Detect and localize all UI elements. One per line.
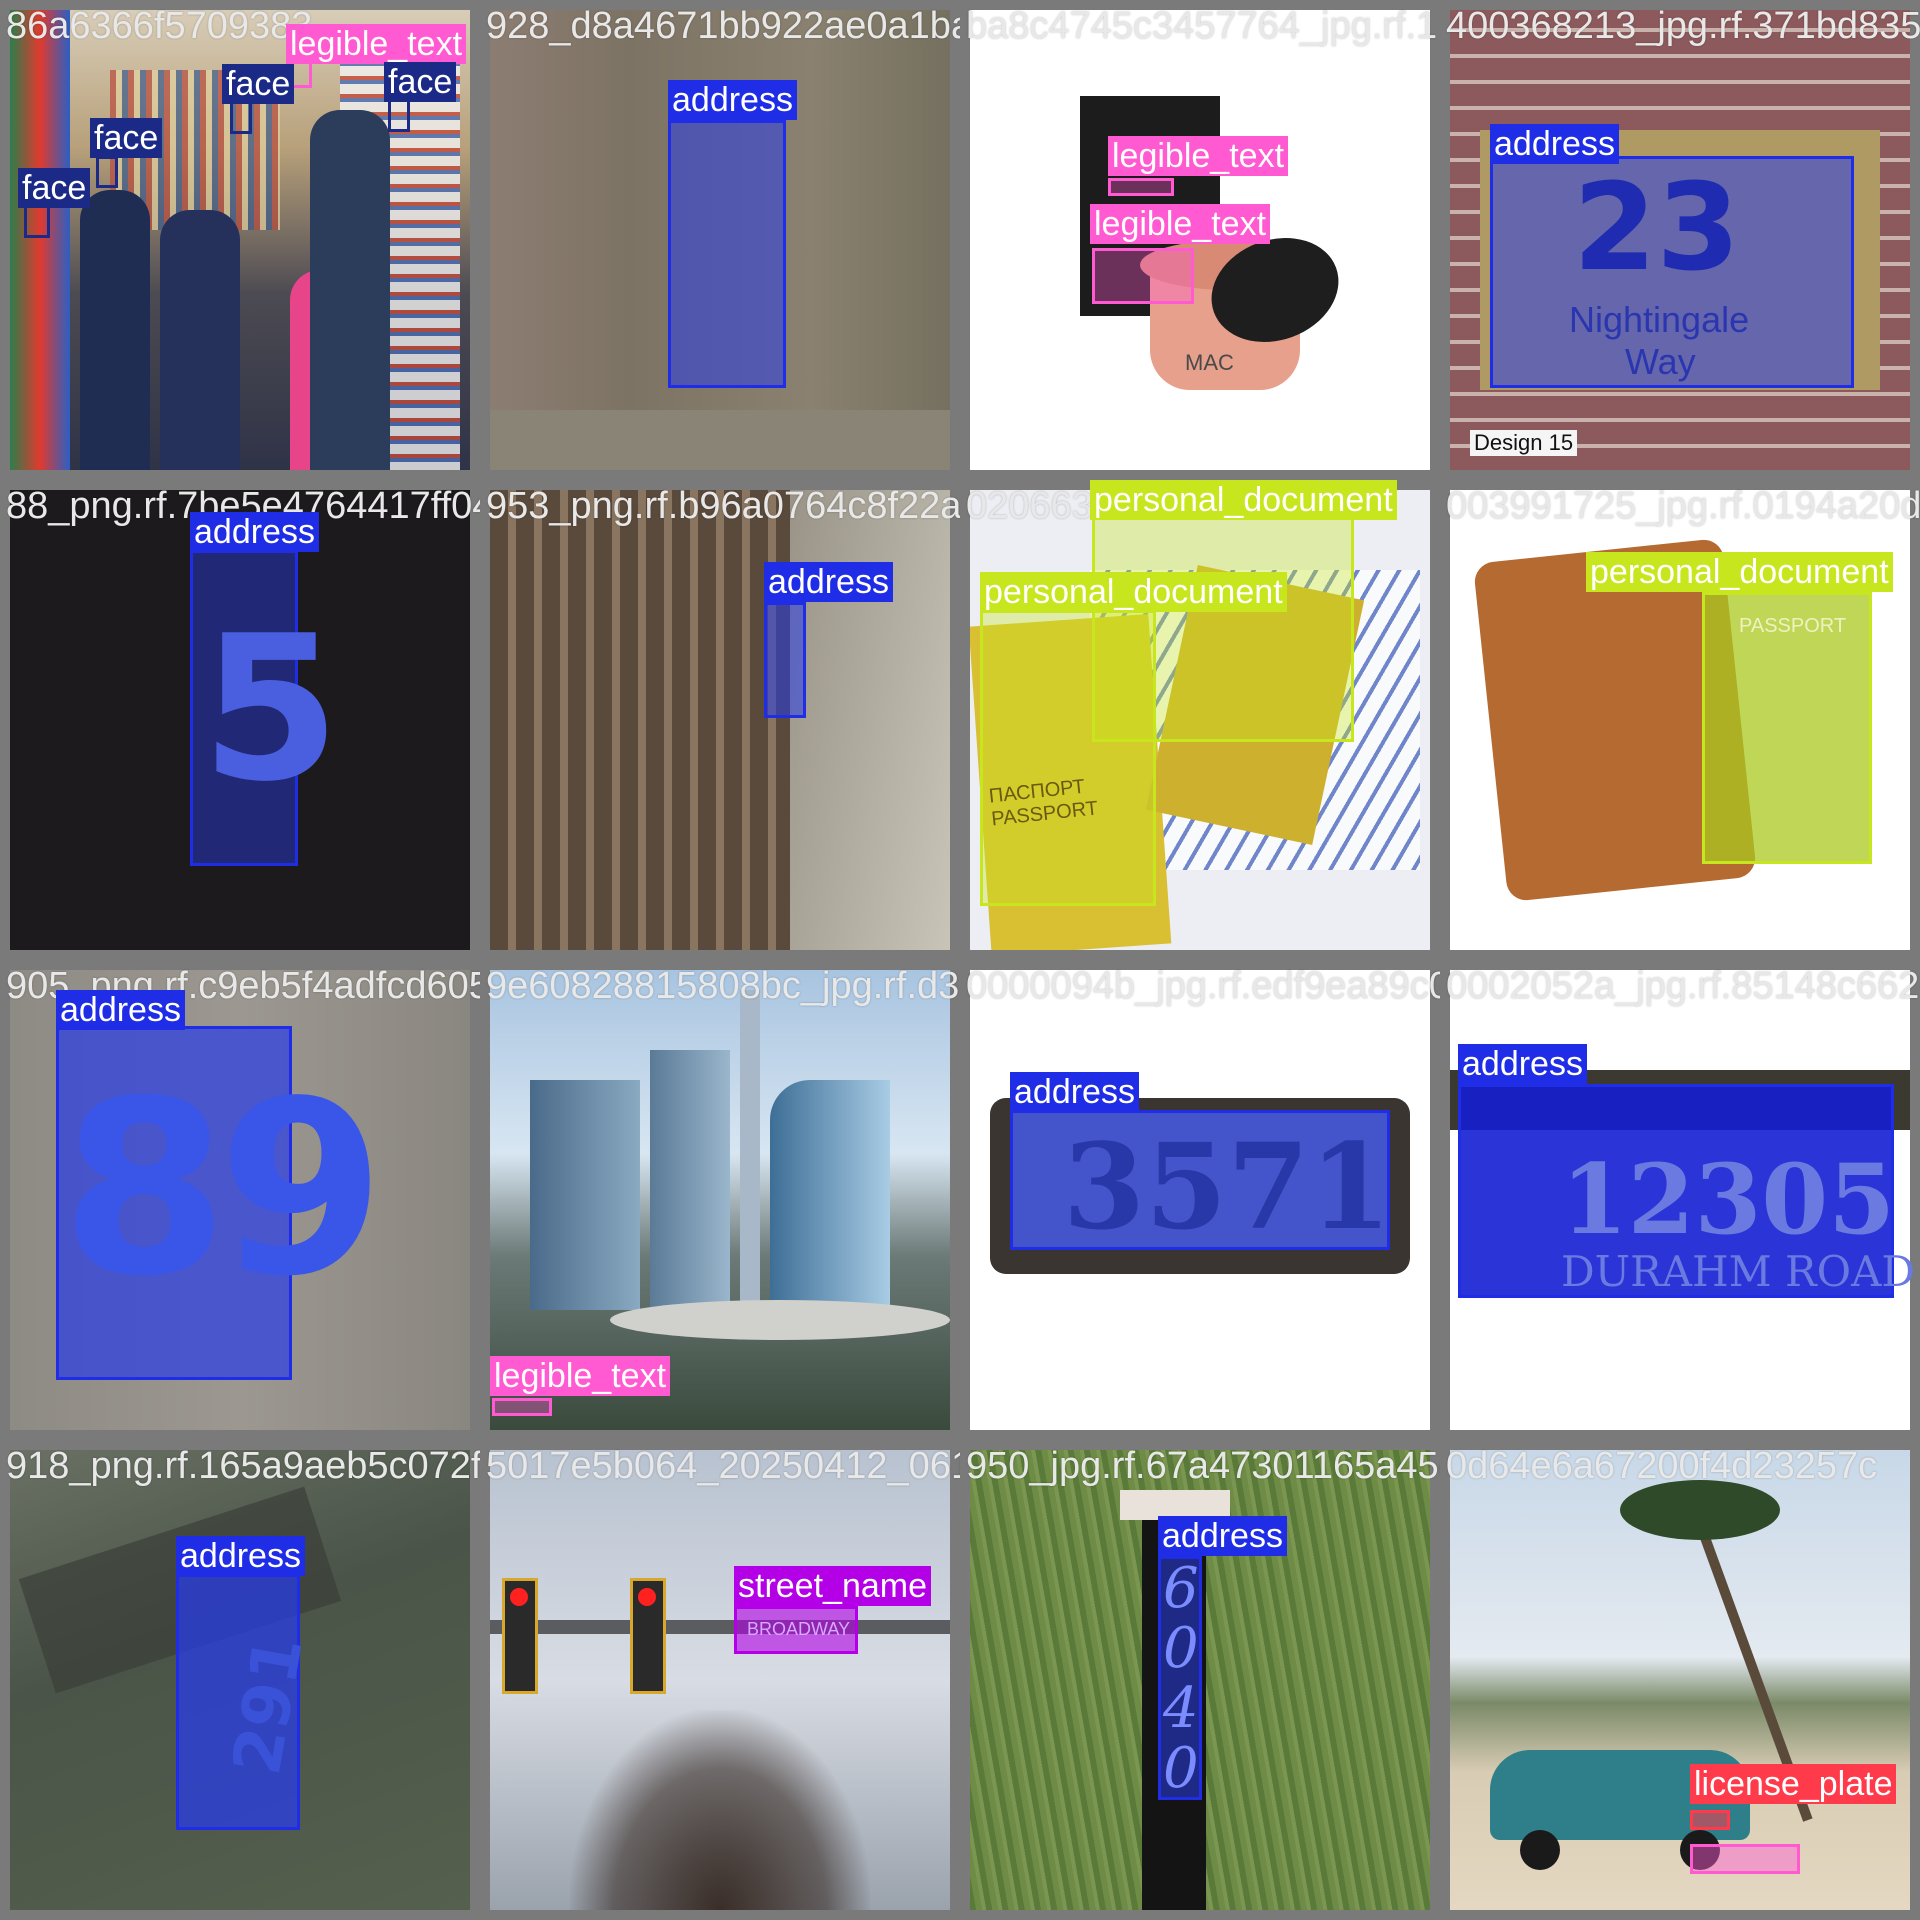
tile-10[interactable]: 0000094b_jpg.rf.edf9ea89c08 3571 address [960, 960, 1440, 1440]
bbox-address [668, 120, 786, 388]
label-legible-text: legible_text [1090, 204, 1270, 244]
tile-filename: 9e60828815808bc_jpg.rf.d3 [486, 964, 959, 1008]
label-address: address [1458, 1044, 1587, 1084]
label-address: address [56, 990, 185, 1030]
house-digit: 5 [201, 593, 340, 826]
tile-2[interactable]: MAC ba8c4745c3457764_jpg.rf.1 legible_te… [960, 0, 1440, 480]
street-type: Way [1625, 341, 1696, 383]
tile-photo [1450, 1450, 1910, 1910]
tile-4[interactable]: 88_png.rf.7be5e4764417ff04 5 address [0, 480, 480, 960]
label-address: address [1158, 1516, 1287, 1556]
bbox-face [96, 156, 118, 188]
tile-7[interactable]: 003991725_jpg.rf.0194a20da6 PASSPORT per… [1440, 480, 1920, 960]
bbox-address: 5 [190, 550, 298, 866]
bbox-face [24, 204, 50, 238]
house-number: 3571 [1063, 1117, 1391, 1256]
tile-6[interactable]: 0206631c57f41120c3a6 personal_document p… [960, 480, 1440, 960]
label-legible-text: legible_text [286, 24, 466, 64]
tile-1[interactable]: 928_d8a4671bb922ae0a1ba5 address [480, 0, 960, 480]
bbox-address [764, 602, 806, 718]
street-sign-text: BROADWAY [747, 1619, 850, 1640]
tile-filename: 0002052a_jpg.rf.85148c662 [1446, 964, 1919, 1008]
tile-photo [490, 1450, 950, 1910]
label-legible-text: legible_text [490, 1356, 670, 1396]
bbox-address: 291 [176, 1574, 300, 1830]
street-name: Nightingale [1569, 299, 1749, 341]
tile-3[interactable]: Design 15 400368213_jpg.rf.371bd835c 23 … [1440, 0, 1920, 480]
bbox-address: 6040 [1158, 1556, 1202, 1800]
house-number: 12305 [1561, 1143, 1895, 1256]
tile-15[interactable]: 0d64e6a67200f4d23257c license_plate [1440, 1440, 1920, 1920]
passport-cover-text: PASSPORT [1739, 615, 1846, 638]
tile-photo [490, 490, 950, 950]
product-brand-text: MAC [1185, 350, 1234, 376]
house-digit: 89 [61, 1049, 375, 1329]
bbox-address: 12305 DURAHM ROAD [1458, 1084, 1894, 1298]
tile-filename: 86a6366f5709383 [6, 4, 312, 48]
label-address: address [176, 1536, 305, 1576]
tile-filename: 5017e5b064_20250412_061 [486, 1444, 960, 1488]
label-personal-document: personal_document [980, 572, 1287, 612]
label-face: face [384, 62, 456, 102]
label-personal-document: personal_document [1586, 552, 1893, 592]
tile-8[interactable]: 905_png.rf.c9eb5f4adfcd605 89 address [0, 960, 480, 1440]
design-caption: Design 15 [1470, 430, 1577, 456]
label-face: face [90, 118, 162, 158]
label-address: address [1490, 124, 1619, 164]
tile-5[interactable]: 953_png.rf.b96a0764c8f22a60 address [480, 480, 960, 960]
bbox-legible-text [1092, 248, 1194, 304]
label-address: address [764, 562, 893, 602]
tile-filename: ba8c4745c3457764_jpg.rf.1 [966, 4, 1437, 48]
house-number: 23 [1573, 159, 1740, 298]
bbox-address: 89 [56, 1026, 292, 1380]
bbox-face [230, 100, 252, 134]
tile-filename: 0000094b_jpg.rf.edf9ea89c08 [966, 964, 1440, 1008]
bbox-legible-text [1108, 178, 1174, 196]
bbox-personal-document [980, 610, 1156, 906]
label-address: address [190, 512, 319, 552]
bbox-personal-document: PASSPORT [1702, 592, 1872, 864]
tile-11[interactable]: 0002052a_jpg.rf.85148c662 12305 DURAHM R… [1440, 960, 1920, 1440]
tile-filename: 400368213_jpg.rf.371bd835c [1446, 4, 1920, 48]
label-license-plate: license_plate [1690, 1764, 1896, 1804]
label-legible-text: legible_text [1108, 136, 1288, 176]
bbox-license-plate [1690, 1810, 1730, 1830]
label-street-name: street_name [734, 1566, 931, 1606]
tile-13[interactable]: 5017e5b064_20250412_061 BROADWAY street_… [480, 1440, 960, 1920]
bbox-address: 3571 [1010, 1110, 1390, 1250]
tile-0[interactable]: 86a6366f5709383 legible_text face face f… [0, 0, 480, 480]
tile-filename: 003991725_jpg.rf.0194a20da6 [1446, 484, 1920, 528]
tile-filename: 950_jpg.rf.67a47301165a45d [966, 1444, 1440, 1488]
tile-9[interactable]: 9e60828815808bc_jpg.rf.d3 legible_text [480, 960, 960, 1440]
tile-filename: 918_png.rf.165a9aeb5c072f [6, 1444, 480, 1488]
bbox-address: 23 Nightingale Way [1490, 156, 1854, 388]
tile-filename: 953_png.rf.b96a0764c8f22a60 [486, 484, 960, 528]
bbox-legible-text [492, 1398, 552, 1416]
bbox-street-name: BROADWAY [734, 1606, 858, 1654]
house-number: 6040 [1163, 1559, 1201, 1799]
label-face: face [222, 64, 294, 104]
tile-14[interactable]: 950_jpg.rf.67a47301165a45d 6040 address [960, 1440, 1440, 1920]
tile-filename: 0d64e6a67200f4d23257c [1446, 1444, 1877, 1488]
street-name: DURAHM ROAD [1561, 1247, 1915, 1296]
tile-filename: 928_d8a4671bb922ae0a1ba5 [486, 4, 960, 48]
label-personal-document: personal_document [1090, 480, 1397, 520]
label-address: address [668, 80, 797, 120]
label-face: face [18, 168, 90, 208]
label-address: address [1010, 1072, 1139, 1112]
bbox-legible-text [1690, 1844, 1800, 1874]
tile-12[interactable]: 918_png.rf.165a9aeb5c072f 291 address [0, 1440, 480, 1920]
